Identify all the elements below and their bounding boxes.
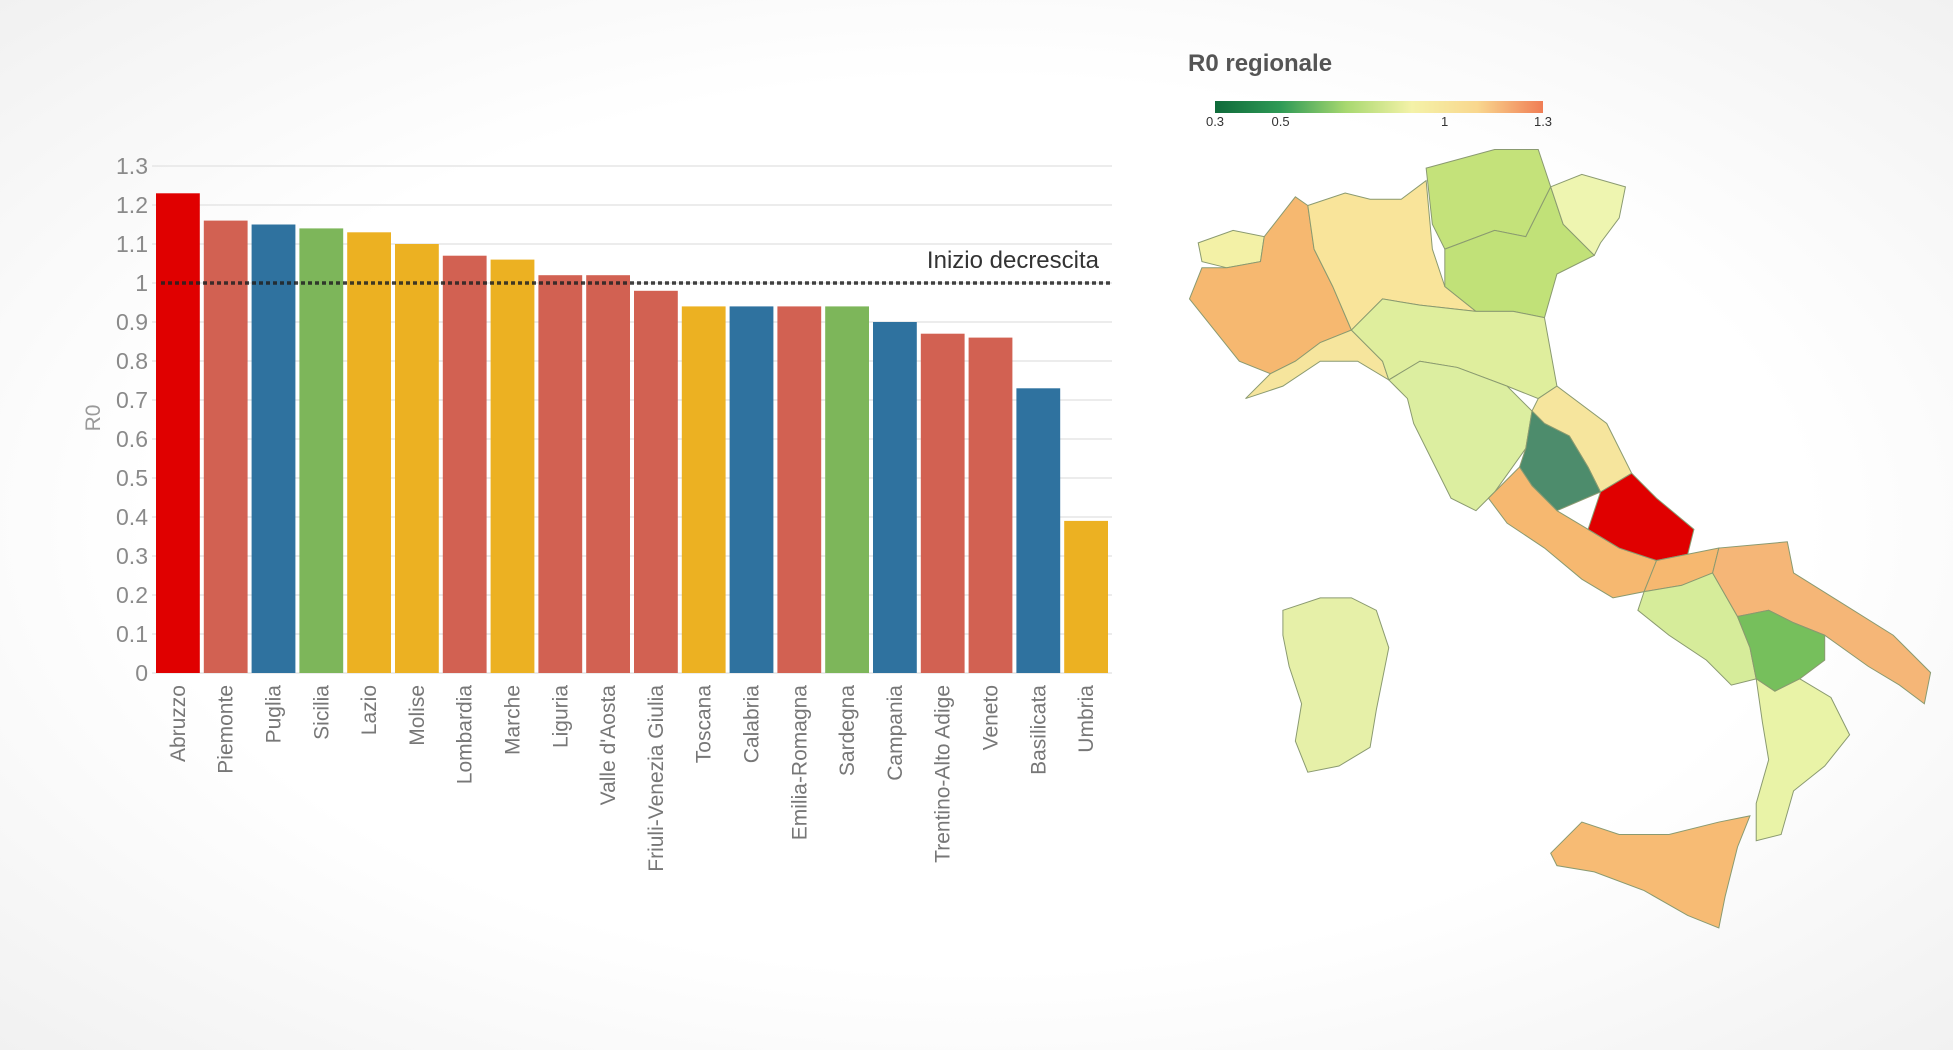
bar [538,275,583,673]
y-tick-label: 0 [135,660,148,686]
x-tick-label: Marche [502,685,525,755]
legend-tick-label: 0.5 [1271,114,1290,129]
y-tick-label: 1 [135,270,148,296]
bar [873,322,917,673]
legend-tick-label: 1.3 [1533,114,1553,129]
map-title: R0 regionale [1188,50,1333,77]
bar [681,306,726,673]
bar [634,290,678,673]
y-axis-label: R0 [82,405,105,432]
x-tick-label: Molise [406,685,429,746]
y-tick-label: 0.6 [116,426,148,452]
y-tick-label: 0.3 [116,543,148,569]
bar [203,220,248,673]
legend-tick-label: 1 [1440,114,1449,129]
bar [490,259,535,673]
map-region[interactable] [1736,609,1826,692]
x-tick-label: Toscana [693,685,716,764]
bar [1064,520,1108,673]
map-region[interactable] [1755,677,1851,842]
bar [1016,388,1061,673]
x-tick-label: Sardegna [836,685,859,776]
y-tick-label: 0.8 [116,348,148,374]
bar [299,228,344,673]
x-tick-label: Friuli-Venezia Giulia [645,685,668,872]
y-tick-label: 1.3 [116,153,148,179]
x-tick-label: Umbria [1075,685,1098,753]
bar [586,275,630,673]
x-tick-label: Emilia-Romagna [788,685,811,841]
x-tick-label: Piemonte [215,685,238,774]
y-tick-label: 1.1 [116,231,148,257]
y-tick-label: 0.5 [116,465,148,491]
x-tick-label: Abruzzo [167,685,190,762]
x-tick-label: Campania [884,685,907,781]
bar [920,333,965,673]
x-tick-label: Basilicata [1027,685,1050,775]
color-scale-legend [1215,101,1543,113]
y-tick-label: 0.1 [116,621,148,647]
map-region[interactable] [1444,185,1596,319]
x-tick-label: Veneto [980,685,1003,750]
bar [777,306,822,673]
y-tick-label: 1.2 [116,192,148,218]
bar [347,232,391,674]
bar [729,306,774,673]
map-region[interactable] [1550,173,1627,257]
bar [968,337,1013,673]
x-tick-label: Calabria [741,685,764,764]
x-tick-label: Puglia [263,685,286,744]
bar [156,193,200,674]
y-tick-label: 0.9 [116,309,148,335]
x-tick-label: Sicilia [310,685,333,740]
y-tick-label: 0.7 [116,387,148,413]
x-tick-label: Trentino-Alto Adige [932,685,955,863]
map-region[interactable] [1282,597,1390,773]
bar [251,224,296,673]
bar [442,255,487,673]
map-region[interactable] [1197,229,1265,269]
x-tick-label: Valle d'Aosta [597,685,620,806]
x-tick-label: Lombardia [454,685,477,785]
map-region[interactable] [1519,409,1602,512]
x-tick-label: Liguria [549,685,572,748]
map-region[interactable] [1550,815,1751,929]
bar [395,244,439,673]
y-tick-label: 0.4 [116,504,148,530]
legend-tick-label: 0.3 [1205,114,1225,129]
reference-line-label: Inizio decrescita [927,247,1100,274]
bar [825,306,869,673]
y-tick-label: 0.2 [116,582,148,608]
x-tick-label: Lazio [358,685,381,735]
